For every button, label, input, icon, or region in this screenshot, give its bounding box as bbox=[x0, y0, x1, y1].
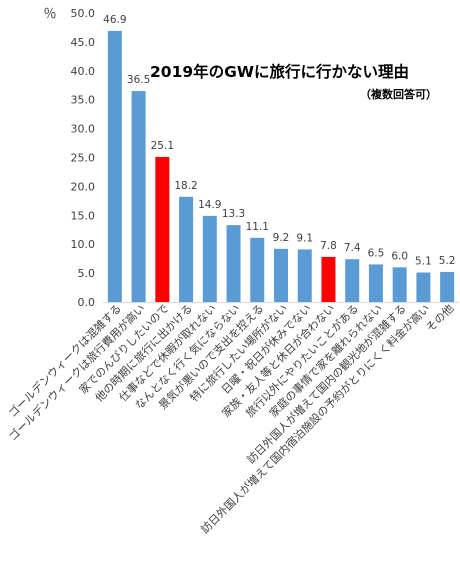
y-tick-label: 25.0 bbox=[71, 152, 96, 165]
data-label: 18.2 bbox=[174, 180, 197, 192]
data-label: 9.1 bbox=[296, 232, 313, 244]
y-tick-label: 45.0 bbox=[71, 36, 96, 49]
y-axis-unit-label: ％ bbox=[43, 7, 56, 22]
bar bbox=[416, 272, 431, 302]
data-label: 11.1 bbox=[246, 221, 269, 233]
data-label: 5.1 bbox=[415, 256, 432, 268]
bar bbox=[131, 91, 146, 302]
y-tick-label: 40.0 bbox=[71, 65, 96, 78]
y-tick-label: 20.0 bbox=[71, 180, 96, 193]
bar bbox=[345, 259, 360, 302]
data-label: 9.2 bbox=[273, 232, 290, 244]
y-tick-label: 10.0 bbox=[71, 238, 96, 251]
y-tick-label: 50.0 bbox=[71, 7, 96, 20]
bar bbox=[155, 156, 170, 302]
data-label: 13.3 bbox=[222, 208, 245, 220]
bar bbox=[202, 215, 217, 302]
bar bbox=[179, 196, 194, 302]
data-label: 5.2 bbox=[439, 255, 456, 267]
data-label: 6.5 bbox=[368, 247, 385, 259]
data-label: 7.8 bbox=[320, 240, 337, 252]
x-tick-label: その他 bbox=[424, 302, 457, 335]
data-label: 14.9 bbox=[198, 199, 221, 211]
chart-subtitle: （複数回答可） bbox=[360, 88, 437, 101]
data-label: 36.5 bbox=[127, 74, 150, 86]
y-tick-label: 30.0 bbox=[71, 123, 96, 136]
data-label: 6.0 bbox=[391, 250, 408, 262]
y-tick-label: 35.0 bbox=[71, 94, 96, 107]
bar bbox=[107, 30, 122, 302]
data-label: 25.1 bbox=[151, 140, 174, 152]
bar bbox=[321, 256, 336, 302]
data-label: 7.4 bbox=[344, 242, 361, 254]
bar bbox=[274, 248, 288, 302]
bar bbox=[297, 249, 312, 302]
y-tick-label: 5.0 bbox=[78, 267, 96, 280]
y-tick-label: 15.0 bbox=[71, 209, 96, 222]
bar bbox=[440, 271, 455, 302]
data-label: 46.9 bbox=[103, 14, 126, 26]
bar bbox=[392, 267, 407, 302]
y-tick-label: 0.0 bbox=[78, 296, 96, 309]
bar bbox=[368, 264, 383, 302]
chart-title: 2019年のGWに旅行に行かない理由 bbox=[150, 63, 409, 81]
bar bbox=[250, 237, 265, 302]
bar bbox=[226, 225, 241, 302]
